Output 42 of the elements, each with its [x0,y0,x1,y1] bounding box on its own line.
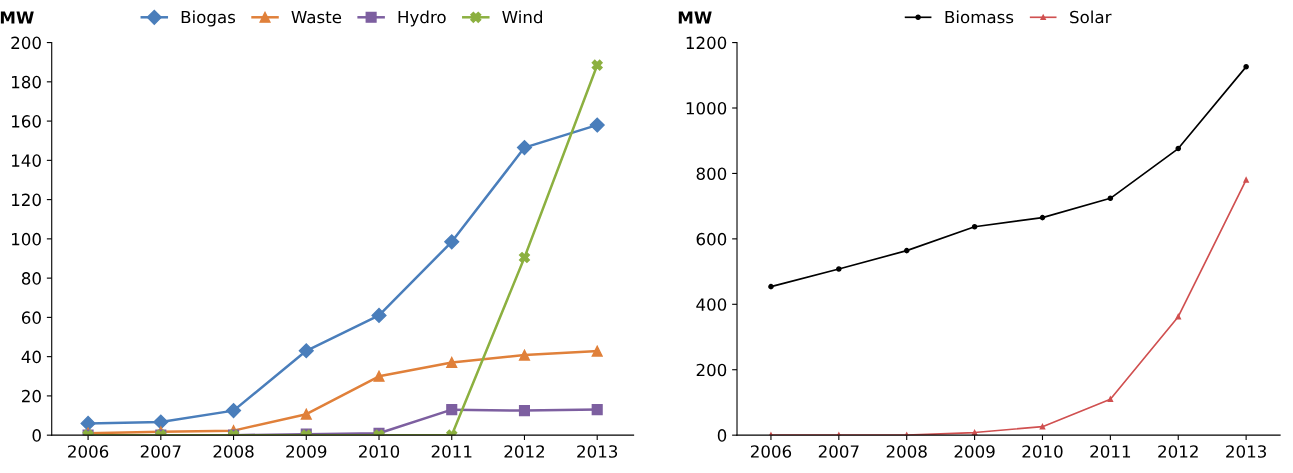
legend-label: Hydro [398,10,446,27]
x-tick-label: 2008 [213,445,254,458]
y-tick-label: 400 [696,298,727,311]
x-tick-label: 2012 [1158,445,1198,458]
x-tick-label: 2012 [504,445,545,458]
y-tick-label: 1200 [686,36,727,50]
legend-label: Waste [291,10,342,24]
y-tick-label: 180 [12,75,41,89]
x-tick-label: 2009 [954,445,995,458]
y-tick-label: 1000 [686,101,727,115]
x-tick-label: 2013 [577,445,618,458]
x-tick-label: 2011 [1090,445,1131,458]
x-tick-label: 2007 [140,445,181,458]
y-tick-label: 40 [21,350,41,364]
legend-label: Wind [502,10,542,24]
x-tick-label: 2009 [286,445,327,458]
y-tick-label: 0 [717,429,727,442]
y-tick-label: 20 [22,389,41,403]
y-tick-label: 100 [12,232,41,246]
x-tick-label: 2008 [886,445,927,458]
x-tick-label: 2006 [68,445,109,458]
legend-label: Biogas [181,10,236,27]
y-tick-label: 140 [12,154,41,167]
x-tick-label: 2013 [1226,445,1266,458]
y-axis-title: MW [0,11,34,24]
y-axis-title: MW [678,11,712,24]
x-tick-label: 2010 [359,445,400,458]
x-tick-label: 2006 [750,445,792,458]
x-tick-label: 2011 [431,445,472,458]
y-tick-label: 600 [696,232,727,246]
legend-label: Solar [1070,10,1112,24]
y-tick-label: 160 [12,115,41,128]
y-tick-label: 80 [21,272,41,285]
legend-label: Biomass [945,10,1014,24]
y-tick-label: 800 [696,167,727,180]
y-tick-label: 120 [12,193,41,207]
y-tick-label: 0 [32,429,41,442]
x-tick-label: 2007 [818,445,859,458]
x-tick-label: 2010 [1022,445,1063,458]
y-tick-label: 60 [21,311,41,324]
y-tick-label: 200 [696,363,727,377]
y-tick-label: 200 [11,36,41,50]
